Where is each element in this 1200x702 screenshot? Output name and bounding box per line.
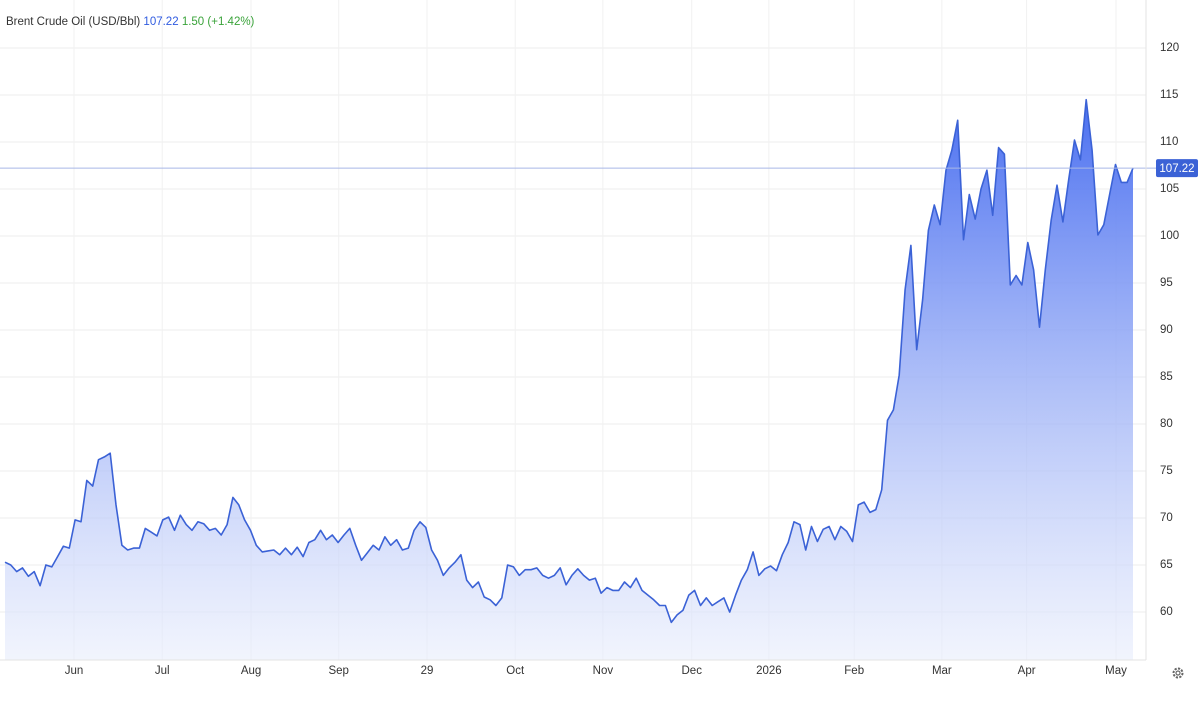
y-tick-label: 75	[1160, 465, 1173, 477]
y-tick-label: 120	[1160, 42, 1179, 54]
last-price-badge	[1156, 159, 1198, 178]
x-tick-label: Apr	[1018, 665, 1036, 677]
y-tick-label: 65	[1160, 559, 1173, 571]
area-fill	[5, 99, 1133, 660]
x-tick-label: Sep	[328, 665, 348, 677]
x-tick-label: Feb	[844, 665, 864, 677]
x-tick-label: Mar	[932, 665, 952, 677]
y-tick-label: 85	[1160, 371, 1173, 383]
change-pct: (+1.42%)	[207, 16, 254, 28]
y-tick-label: 90	[1160, 324, 1173, 336]
price-line	[4, 98, 1134, 624]
y-tick-label: 80	[1160, 418, 1173, 430]
y-tick-label: 115	[1160, 89, 1178, 101]
x-tick-label: Aug	[241, 665, 261, 677]
settings-icon[interactable]	[1172, 667, 1184, 679]
y-tick-label: 110	[1160, 136, 1178, 148]
last-price-label: 107.22	[1159, 163, 1194, 175]
y-tick-label: 105	[1160, 183, 1179, 195]
y-tick-label: 100	[1160, 230, 1179, 242]
price: 107.22	[143, 16, 178, 28]
x-tick-label: Nov	[593, 665, 614, 677]
x-tick-label: May	[1105, 665, 1127, 677]
x-tick-label: 29	[421, 665, 434, 677]
x-tick-label: Jul	[155, 665, 170, 677]
plot	[0, 98, 1156, 660]
header: Brent Crude Oil (USD/Bbl) 107.22 1.50 (+…	[6, 16, 255, 28]
x-tick-label: Jun	[65, 665, 84, 677]
y-tick-label: 60	[1160, 606, 1173, 618]
chart-title: Brent Crude Oil (USD/Bbl)	[6, 16, 140, 28]
y-tick-label: 95	[1160, 277, 1173, 289]
x-tick-label: Oct	[506, 665, 525, 677]
x-tick-label: 2026	[756, 665, 782, 677]
x-tick-label: Dec	[682, 665, 703, 677]
y-tick-label: 70	[1160, 512, 1173, 524]
change: 1.50	[182, 16, 204, 28]
